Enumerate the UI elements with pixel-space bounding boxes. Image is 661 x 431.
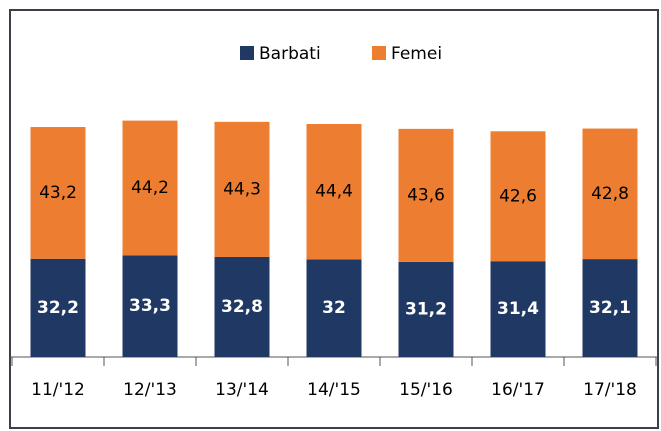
bar-segment bbox=[582, 259, 638, 357]
data-label: 33,3 bbox=[129, 296, 171, 316]
bar-segment bbox=[122, 120, 178, 256]
bar-segment bbox=[122, 255, 178, 357]
bar-segment bbox=[214, 121, 270, 257]
bar-segment bbox=[490, 131, 546, 262]
data-label: 31,4 bbox=[497, 299, 539, 319]
x-tick-label: 13/'14 bbox=[215, 380, 269, 400]
bar-segment bbox=[30, 258, 86, 357]
data-label: 43,6 bbox=[407, 185, 445, 205]
data-label: 44,2 bbox=[131, 178, 169, 198]
data-label: 31,2 bbox=[405, 299, 447, 319]
legend-swatch bbox=[240, 46, 254, 60]
x-tick-label: 16/'17 bbox=[491, 380, 545, 400]
data-label: 32,8 bbox=[221, 297, 263, 317]
data-label: 32,2 bbox=[37, 298, 79, 318]
bar-segment bbox=[306, 123, 362, 260]
data-label: 32 bbox=[322, 298, 346, 318]
x-tick-label: 14/'15 bbox=[307, 380, 361, 400]
data-label: 44,3 bbox=[223, 179, 261, 199]
data-label: 44,4 bbox=[315, 182, 353, 202]
bar-segment bbox=[306, 259, 362, 357]
data-label: 43,2 bbox=[39, 183, 77, 203]
x-tick-label: 17/'18 bbox=[583, 380, 637, 400]
legend-label: Femei bbox=[391, 44, 442, 64]
bar-segment bbox=[490, 261, 546, 357]
x-tick-label: 12/'13 bbox=[123, 380, 177, 400]
legend-swatch bbox=[372, 46, 386, 60]
legend-label: Barbati bbox=[259, 44, 321, 64]
bar-segment bbox=[398, 261, 454, 357]
bar-segment bbox=[582, 128, 638, 260]
bar-segment bbox=[398, 128, 454, 262]
data-label: 42,6 bbox=[499, 186, 537, 206]
data-label: 42,8 bbox=[591, 184, 629, 204]
bar-segment bbox=[30, 127, 86, 259]
x-tick-label: 15/'16 bbox=[399, 380, 453, 400]
bar-segment bbox=[214, 256, 270, 357]
x-tick-label: 11/'12 bbox=[31, 380, 85, 400]
data-label: 32,1 bbox=[589, 298, 631, 318]
